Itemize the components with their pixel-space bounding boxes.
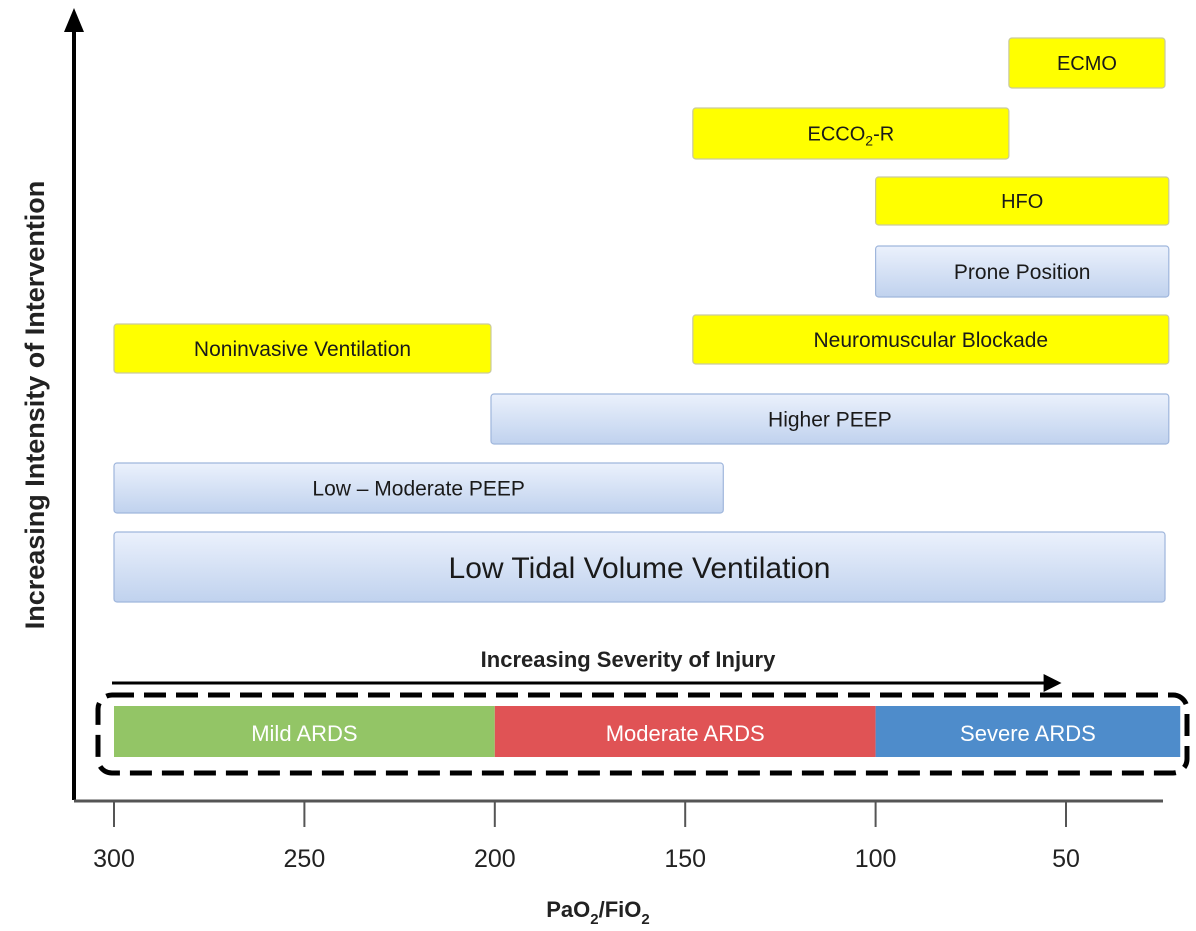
intervention-box-higher-peep	[490, 393, 1170, 445]
severity-arrow-label: Increasing Severity of Injury	[481, 647, 776, 672]
intervention-label: ECCO2-R	[807, 124, 894, 149]
intervention-label: HFO	[1001, 191, 1043, 213]
intervention-box-ecmo	[1008, 37, 1166, 89]
severity-band-mild-ards	[114, 706, 495, 757]
severity-band-severe-ards	[875, 706, 1181, 757]
severity-band-label: Severe ARDS	[960, 721, 1096, 746]
y-axis-label: Increasing Intensity of Intervention	[20, 181, 50, 630]
x-tick-label: 50	[1052, 845, 1080, 873]
intervention-label: Higher PEEP	[768, 409, 892, 432]
intervention-box-noninvasive-ventilation	[113, 323, 492, 374]
intervention-label: Neuromuscular Blockade	[814, 329, 1049, 352]
intervention-box-ecco2-r	[692, 107, 1010, 160]
x-axis-label-sub2: 2	[641, 911, 649, 928]
x-tick-label: 150	[664, 845, 706, 873]
intervention-box-hfo	[874, 176, 1170, 226]
intervention-box-prone-position	[874, 245, 1170, 298]
severity-frame	[95, 692, 1190, 776]
x-axis-label-pao: PaO	[546, 897, 590, 922]
x-axis-label-sub1: 2	[590, 911, 598, 928]
y-axis-arrowhead	[64, 8, 84, 32]
x-tick-label: 200	[474, 845, 516, 873]
intervention-label: Prone Position	[954, 261, 1091, 284]
x-axis-label: PaO2/FiO2	[546, 897, 650, 928]
x-axis-label-fio: /FiO	[599, 897, 642, 922]
intervention-label: Low – Moderate PEEP	[312, 478, 524, 501]
intervention-box-low-tidal-volume-ventilation	[113, 531, 1166, 603]
x-tick-label: 100	[855, 845, 897, 873]
severity-band-moderate-ards	[494, 706, 876, 757]
intervention-box-low-moderate-peep	[113, 462, 724, 514]
x-tick-label: 250	[284, 845, 326, 873]
x-tick-label: 300	[93, 845, 135, 873]
severity-band-label: Moderate ARDS	[606, 721, 765, 746]
intervention-label: Low Tidal Volume Ventilation	[449, 552, 831, 585]
intervention-label: Noninvasive Ventilation	[194, 338, 411, 361]
severity-band-label: Mild ARDS	[251, 721, 357, 746]
intervention-box-neuromuscular-blockade	[692, 314, 1170, 365]
intervention-label: ECMO	[1057, 53, 1117, 75]
